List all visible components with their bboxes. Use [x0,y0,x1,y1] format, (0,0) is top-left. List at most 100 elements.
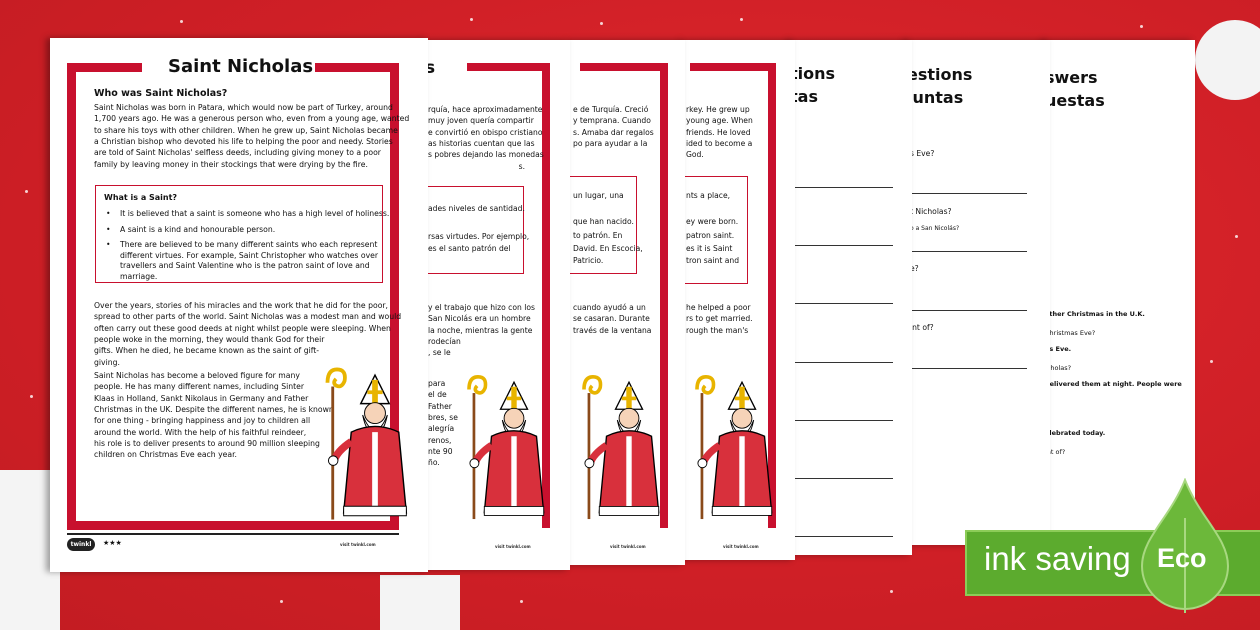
answer-line [907,251,1027,252]
box-heading: What is a Saint? [104,193,178,202]
text-line: e convirtió en obispo cristiano [428,127,543,137]
text-line: as historias cuentan que las [428,138,535,148]
page-title: tions tas [790,64,836,106]
eco-label: Eco [1157,543,1207,573]
answer-line [907,368,1027,369]
text-line: t Nicholas? [910,207,952,216]
page-title: s [425,58,436,78]
text-line: Over the years, stories of his miracles … [94,301,388,310]
answer-line [790,245,893,246]
text-line: different virtues. For example, Saint Ch… [120,250,379,260]
text-line: un lugar, una [573,191,624,200]
text-line: s pobres dejando las monedas [428,150,544,160]
text-line: Saint Nicholas has become a beloved figu… [94,371,300,380]
reading-page-english: Saint Nicholas Who was Saint Nicholas? S… [50,38,428,572]
answer-line [907,310,1027,311]
text-line: rs to get married. [686,314,753,324]
reading-page-spanish: s rquía, hace aproximadamente muy joven q… [425,40,570,570]
text-line: people. He has many different names, inc… [94,382,305,392]
leaf-drop-icon [1140,478,1230,613]
text-line: int of? [1045,448,1066,456]
text-line: for one thing - bringing happiness and j… [94,416,311,426]
text-line: travellers and Saint Valentine who is th… [120,261,370,270]
text-line: a Christian bishop who devoted his life … [94,136,393,146]
text-line: icholas? [1045,364,1072,372]
bullet: • [106,224,111,234]
reading-page-spanish-2: e de Turquía. Creció y temprana. Cuando s.… [570,40,685,565]
page-title: Saint Nicholas [168,56,314,77]
text-line: elebrated today. [1045,429,1106,437]
text-line: e? [910,264,919,273]
page-title: swers uestas [1045,68,1105,110]
answer-line [790,420,893,421]
text-line: rkey. He grew up [686,105,750,114]
text-line: Patricio. [573,256,604,265]
answer-line [790,478,893,479]
text-line: It is believed that a saint is someone w… [120,209,390,218]
text-line: o a San Nicolás? [910,225,960,232]
text-line: patron saint. [686,231,735,240]
text-line: to share his toys with other children. W… [94,125,398,135]
info-box [95,185,383,283]
text-line: around the world. With the help of his f… [94,427,307,437]
text-line: God. [686,150,704,160]
text-line: renos, [428,435,452,445]
text-line: young age. When [686,116,753,126]
bullet: • [106,240,111,249]
text-line: ades niveles de santidad. [428,204,525,213]
questions-page: tions tas [790,40,912,555]
text-line: rough the man's [686,325,749,335]
saint-nicholas-illustration [688,365,778,530]
text-line: marriage. [120,271,158,281]
text-line: s. [518,161,525,171]
text-line: rsas virtudes. Por ejemplo, [428,232,530,241]
text-line: A saint is a kind and honourable person. [120,224,276,234]
text-line: ey were born. [686,217,739,226]
saint-nicholas-illustration [318,360,413,528]
footer-url: visit twinkl.com [610,544,646,549]
moon [1195,20,1260,100]
text-line: people woke in the morning, they would t… [94,334,325,344]
text-line: Christmas Eve? [1045,329,1096,337]
text-line: tron saint and [686,256,740,265]
text-line: David. En Escocia, [573,244,643,253]
text-line: nte 90 [428,446,453,456]
text-line: Klaas in Holland, Sankt Nikolaus in Germ… [94,393,309,403]
text-line: para [428,379,446,388]
text-line: Father [428,401,452,411]
text-line: alegría [428,424,455,434]
text-line: Saint Nicholas was born in Patara, which… [94,103,393,112]
text-line: po para ayudar a la [573,138,648,148]
text-line: s Eve? [910,149,935,158]
text-line: often carry out these good deeds at nigh… [94,323,391,333]
footer-url: visit twinkl.com [340,542,376,547]
text-line: his role is to deliver presents to aroun… [94,438,320,448]
saint-nicholas-illustration [460,365,550,530]
text-line: are told of Saint Nicholas' selfless dee… [94,148,381,158]
text-line: children on Christmas Eve each year. [94,450,237,460]
text-line: el de [428,390,447,400]
text-line: There are believed to be many different … [120,240,378,249]
section-heading: Who was Saint Nicholas? [94,88,228,99]
text-line: as Eve. [1045,345,1072,353]
house-silhouette [380,575,460,630]
difficulty-stars: ★★★ [103,539,122,547]
text-line: se casaran. Durante [573,314,650,324]
text-line: bres, se [428,412,458,422]
text-line: muy joven quería compartir [428,116,534,126]
text-line: delivered them at night. People were [1045,380,1182,388]
text-line: la noche, mientras la gente [428,325,533,335]
text-line: cuando ayudó a un [573,303,646,312]
text-line: rodecían [428,336,461,346]
footer-url: visit twinkl.com [723,544,759,549]
text-line: ided to become a [686,138,753,148]
answer-line [790,187,893,188]
page-title: estions juntas [907,65,973,107]
text-line: friends. He loved [686,127,751,137]
text-line: to patrón. En [573,231,623,240]
text-line: e de Turquía. Creció [573,105,649,114]
reading-page-3: rkey. He grew up young age. When friends. … [683,40,795,560]
answer-line [790,362,893,363]
text-line: 1,700 years ago. He was a generous perso… [94,114,410,124]
